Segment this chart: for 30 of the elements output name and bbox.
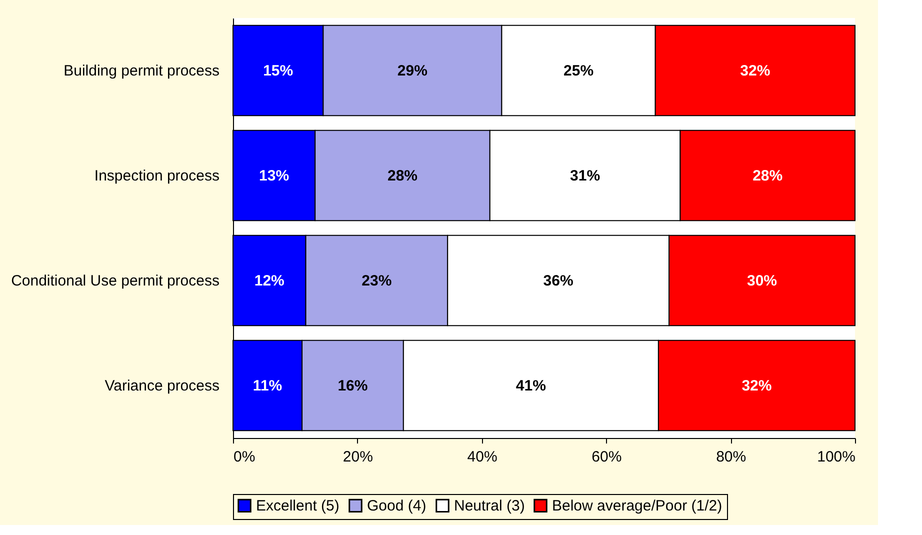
data-label: 11% [252,378,282,394]
data-label: 29% [397,62,428,80]
x-tick-label: 20% [342,448,373,466]
data-label: 25% [564,62,594,80]
legend-label: Excellent (5) [256,498,340,515]
data-label: 12% [254,272,284,290]
data-label: 28% [752,168,783,184]
data-label: 36% [543,272,574,290]
y-tick-label: Variance process [104,378,220,394]
y-tick-label: Inspection process [94,168,220,184]
data-label: 32% [740,62,770,80]
legend-label: Below average/Poor (1/2) [552,498,722,515]
data-label: 23% [362,272,392,290]
x-tick-label: 80% [716,448,746,466]
data-label: 32% [742,378,772,394]
data-label: 28% [387,168,418,184]
data-label: 41% [516,378,546,394]
x-tick-label: 100% [817,448,856,466]
legend-label: Neutral (3) [454,498,525,515]
y-tick-label: Conditional Use permit process [11,272,220,290]
data-label: 15% [263,62,294,80]
x-tick-label: 40% [467,448,498,466]
data-label: 16% [338,378,368,394]
data-label: 13% [259,168,290,184]
x-tick-label: 0% [234,448,256,466]
legend-label: Good (4) [367,498,426,515]
y-tick-label: Building permit process [64,62,220,80]
data-label: 30% [746,272,778,290]
x-tick-label: 60% [592,448,622,466]
data-label: 31% [570,168,600,184]
